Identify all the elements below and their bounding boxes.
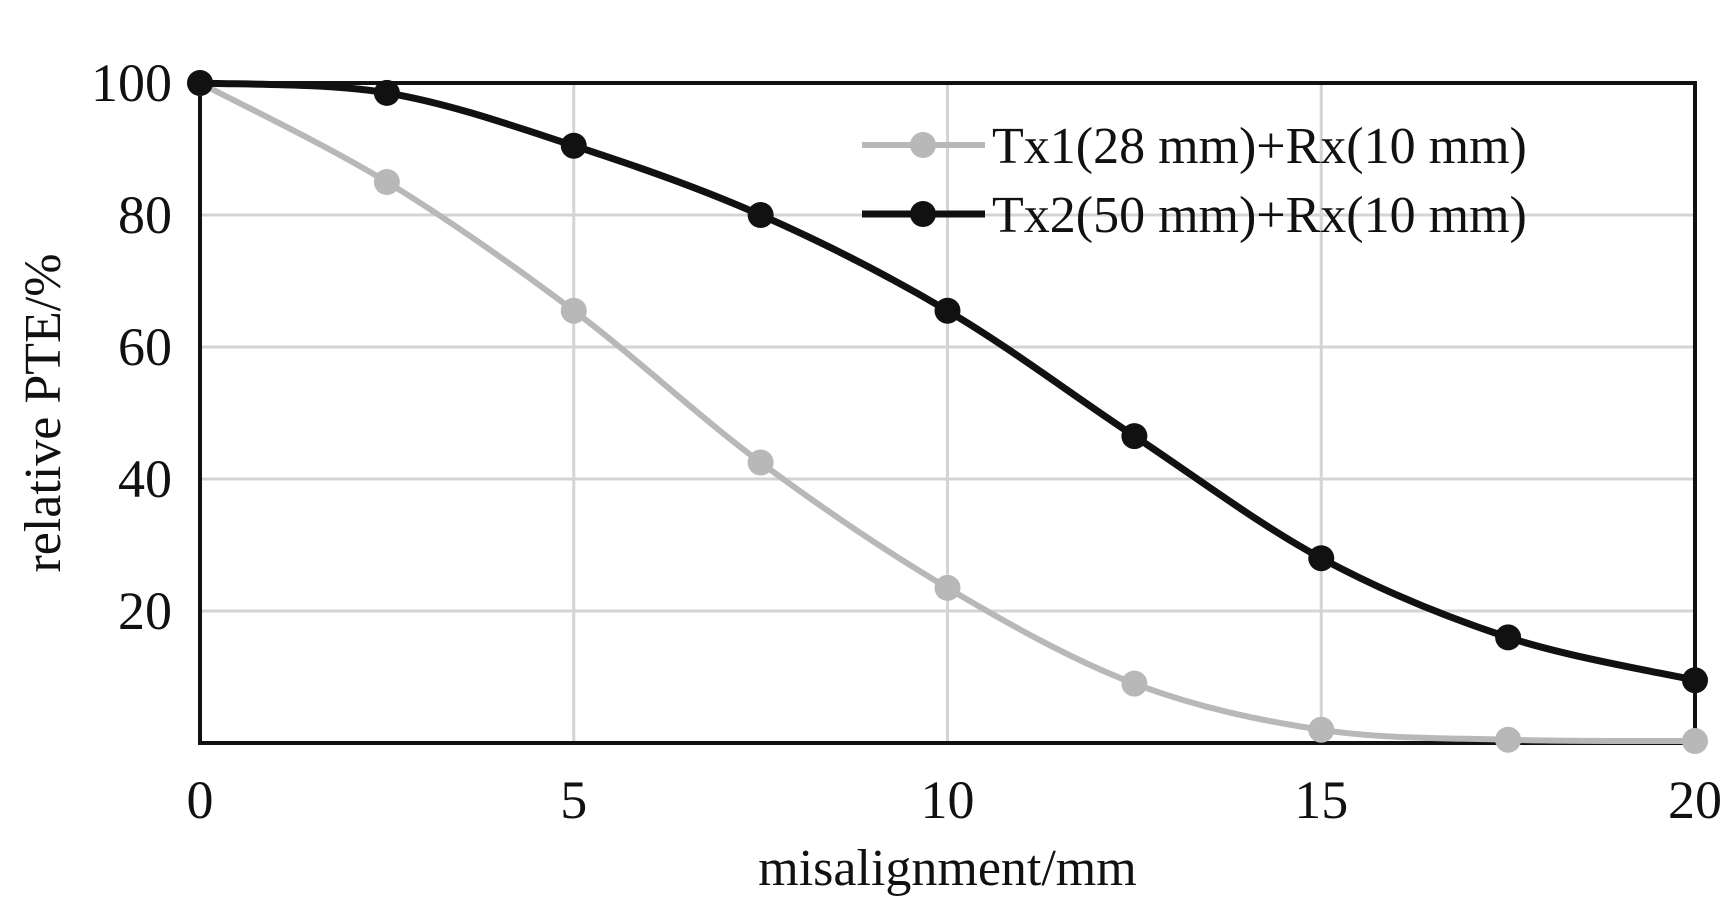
y-tick-label: 20	[118, 581, 172, 641]
legend-item-tx2: Tx2(50 mm)+Rx(10 mm)	[862, 187, 1527, 244]
data-point	[934, 574, 961, 601]
legend-item-tx1: Tx1(28 mm)+Rx(10 mm)	[862, 118, 1527, 175]
x-tick-label: 5	[560, 770, 587, 830]
x-tick-label: 20	[1668, 770, 1722, 830]
data-point	[1495, 726, 1522, 753]
data-point	[373, 169, 400, 195]
y-tick-label: 80	[118, 185, 172, 245]
data-point	[1308, 716, 1335, 743]
data-point	[1682, 667, 1708, 694]
data-point	[187, 70, 213, 96]
data-point	[747, 449, 774, 476]
x-tick-label: 0	[187, 770, 214, 830]
grid-lines	[198, 81, 1697, 743]
data-point	[1121, 423, 1148, 450]
series-layer	[187, 70, 1708, 755]
y-tick-labels: 20 40 60 80 100	[91, 53, 172, 641]
data-point	[934, 297, 961, 324]
legend-marker-tx2	[910, 201, 936, 227]
x-axis-title: misalignment/mm	[758, 840, 1136, 897]
y-tick-label: 60	[118, 317, 172, 377]
x-tick-labels: 0 5 10 15 20	[187, 770, 1723, 830]
y-tick-label: 100	[91, 53, 172, 113]
data-point	[560, 132, 587, 159]
legend: Tx1(28 mm)+Rx(10 mm) Tx2(50 mm)+Rx(10 mm…	[862, 118, 1527, 244]
series-line-1	[197, 80, 1698, 745]
legend-marker-tx1	[910, 132, 936, 158]
data-point	[1495, 624, 1522, 651]
series-2	[187, 70, 1708, 694]
legend-label-tx1: Tx1(28 mm)+Rx(10 mm)	[992, 118, 1527, 175]
data-point	[1308, 545, 1335, 572]
data-point	[373, 79, 400, 106]
x-tick-label: 10	[921, 770, 975, 830]
data-point	[747, 202, 774, 228]
y-axis-title: relative PTE/%	[15, 253, 72, 572]
data-point	[1121, 670, 1148, 697]
data-point	[560, 297, 587, 324]
data-point	[1682, 728, 1708, 755]
x-tick-label: 15	[1294, 770, 1348, 830]
plot-frame	[198, 81, 1697, 745]
y-tick-label: 40	[118, 449, 172, 509]
legend-label-tx2: Tx2(50 mm)+Rx(10 mm)	[992, 187, 1527, 244]
